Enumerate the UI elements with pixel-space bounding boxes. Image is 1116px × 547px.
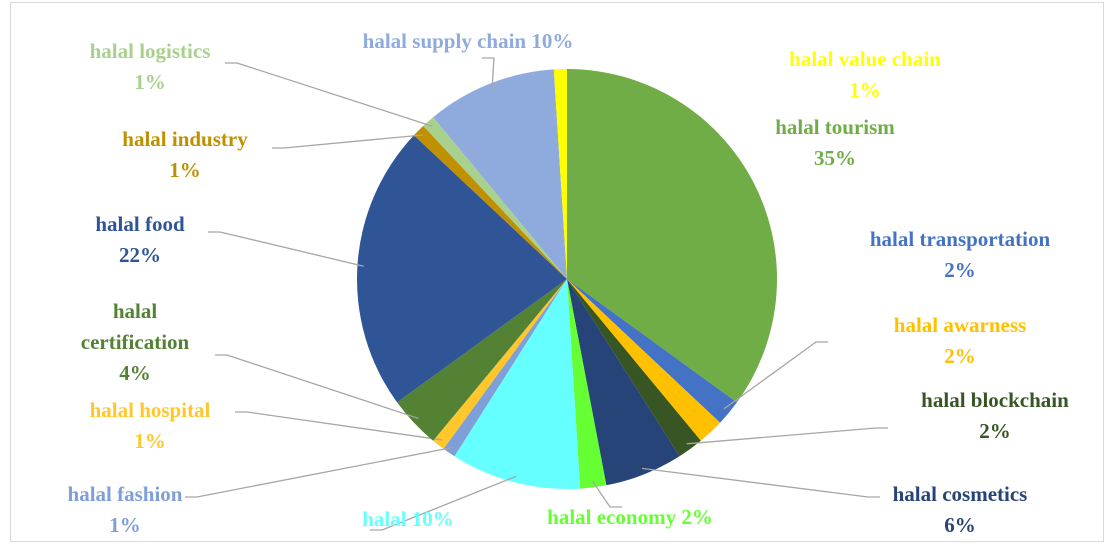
- label-value: 10%: [411, 507, 454, 531]
- pie-slice: [567, 279, 680, 486]
- pie-slice: [397, 279, 567, 441]
- data-label: halal logistics 1%: [90, 36, 211, 98]
- label-name: halal industry: [122, 127, 248, 151]
- pie-slice: [443, 279, 567, 457]
- label-value: 2%: [979, 419, 1011, 443]
- pie-slice: [553, 69, 567, 279]
- data-label: halal tourism 35%: [775, 112, 895, 174]
- label-value: 1%: [849, 78, 881, 102]
- pie-slice: [567, 279, 737, 423]
- label-name: halal transportation: [869, 227, 1051, 251]
- pie-slice: [567, 279, 721, 441]
- pie-slice: [567, 279, 607, 489]
- data-label: halal fashion 1%: [68, 479, 183, 541]
- pie-slice: [433, 69, 567, 279]
- label-name: halal tourism: [775, 115, 895, 139]
- label-value: 1%: [169, 158, 201, 182]
- label-value: 1%: [134, 429, 166, 453]
- chart-frame: [10, 2, 1104, 542]
- pie-slice: [357, 135, 567, 403]
- leader-line: [215, 354, 419, 420]
- data-label: halal value chain 1%: [789, 44, 941, 106]
- leader-line: [641, 467, 880, 498]
- leader-line: [272, 134, 424, 149]
- label-name: halal awarness: [893, 313, 1027, 337]
- leader-line: [370, 475, 517, 531]
- label-value: 2%: [944, 344, 976, 368]
- label-name: halal food: [95, 212, 185, 236]
- label-value: 35%: [814, 146, 856, 170]
- leader-line: [482, 57, 495, 90]
- label-value: 6%: [944, 513, 976, 537]
- data-label: halal economy 2%: [547, 502, 713, 533]
- label-name: halal value chain: [789, 47, 941, 71]
- leader-line: [686, 427, 888, 445]
- pie-slice: [423, 117, 567, 279]
- data-label: halal blockchain 2%: [921, 385, 1069, 447]
- data-label: halal 10%: [362, 504, 454, 535]
- data-label: halal supply chain 10%: [363, 26, 574, 57]
- leader-line: [723, 341, 828, 410]
- label-name: halal hospital: [89, 398, 211, 422]
- leader-line: [235, 411, 443, 441]
- leader-line: [591, 480, 622, 508]
- pie-slice: [567, 69, 777, 403]
- data-label: halal awarness 2%: [894, 310, 1026, 372]
- leader-line: [208, 231, 364, 267]
- label-name: halal economy: [547, 505, 677, 529]
- pie-slice: [567, 279, 701, 457]
- data-label: halal hospital 1%: [90, 395, 211, 457]
- leader-line: [225, 62, 433, 127]
- label-name: halal: [362, 507, 407, 531]
- label-value: 1%: [109, 513, 141, 537]
- label-value: 22%: [119, 243, 161, 267]
- leader-line: [185, 446, 453, 498]
- label-value: 2%: [944, 258, 976, 282]
- label-name: halal certification: [80, 299, 190, 354]
- pie-slice: [433, 279, 567, 449]
- label-name: halal cosmetics: [892, 482, 1028, 506]
- label-name: halal blockchain: [921, 388, 1069, 412]
- label-value: 10%: [531, 29, 574, 53]
- label-name: halal logistics: [89, 39, 211, 63]
- label-value: 4%: [119, 361, 151, 385]
- label-name: halal supply chain: [362, 29, 527, 53]
- data-label: halal transportation 2%: [870, 224, 1050, 286]
- label-value: 2%: [681, 505, 713, 529]
- data-label: halal certification 4%: [60, 296, 210, 389]
- data-label: halal industry 1%: [122, 124, 247, 186]
- data-label: halal food 22%: [95, 209, 184, 271]
- label-value: 1%: [134, 70, 166, 94]
- data-label: halal cosmetics 6%: [893, 479, 1028, 541]
- pie-slice: [454, 279, 581, 489]
- pie-slice: [413, 125, 567, 279]
- label-name: halal fashion: [67, 482, 183, 506]
